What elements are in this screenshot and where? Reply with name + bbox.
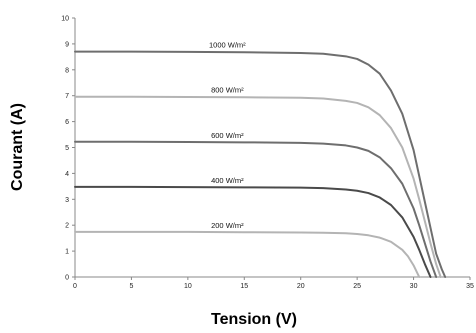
series-line — [74, 50, 447, 278]
x-tick-label: 20 — [297, 283, 305, 290]
y-tick-label: 5 — [65, 145, 69, 152]
y-tick-label: 10 — [61, 16, 69, 23]
x-tick-label: 5 — [129, 283, 133, 290]
series-label: 1000 W/m² — [209, 41, 246, 50]
x-tick-label: 15 — [240, 283, 248, 290]
y-tick-label: 8 — [65, 67, 69, 74]
y-tick-label: 3 — [65, 197, 69, 204]
y-tick-label: 9 — [65, 41, 69, 48]
x-axis-title: Tension (V) — [211, 311, 297, 328]
series-label: 200 W/m² — [211, 221, 244, 230]
y-tick-label: 4 — [65, 171, 69, 178]
y-tick-label: 0 — [65, 275, 69, 282]
series-line — [74, 230, 421, 278]
plot-area: 0 1 2 3 4 5 6 7 8 9 10 0 5 10 15 20 25 30 35 1000 W/m² 800 W… — [61, 16, 474, 291]
x-tick-label: 10 — [184, 283, 192, 290]
x-tick-label: 25 — [353, 283, 361, 290]
series-label: 400 W/m² — [211, 176, 244, 185]
y-tick-label: 7 — [65, 93, 69, 100]
y-axis-title: Courant (A) — [9, 103, 26, 191]
y-tick-label: 1 — [65, 249, 69, 256]
series-line — [74, 95, 442, 278]
x-tick-label: 0 — [73, 283, 77, 290]
y-tick-label: 6 — [65, 119, 69, 126]
series-line — [74, 140, 438, 278]
x-tick-label: 30 — [410, 283, 418, 290]
series-label: 600 W/m² — [211, 131, 244, 140]
x-tick-label: 35 — [466, 283, 474, 290]
series-label: 800 W/m² — [211, 86, 244, 95]
series-line — [74, 185, 432, 278]
y-tick-label: 2 — [65, 223, 69, 230]
